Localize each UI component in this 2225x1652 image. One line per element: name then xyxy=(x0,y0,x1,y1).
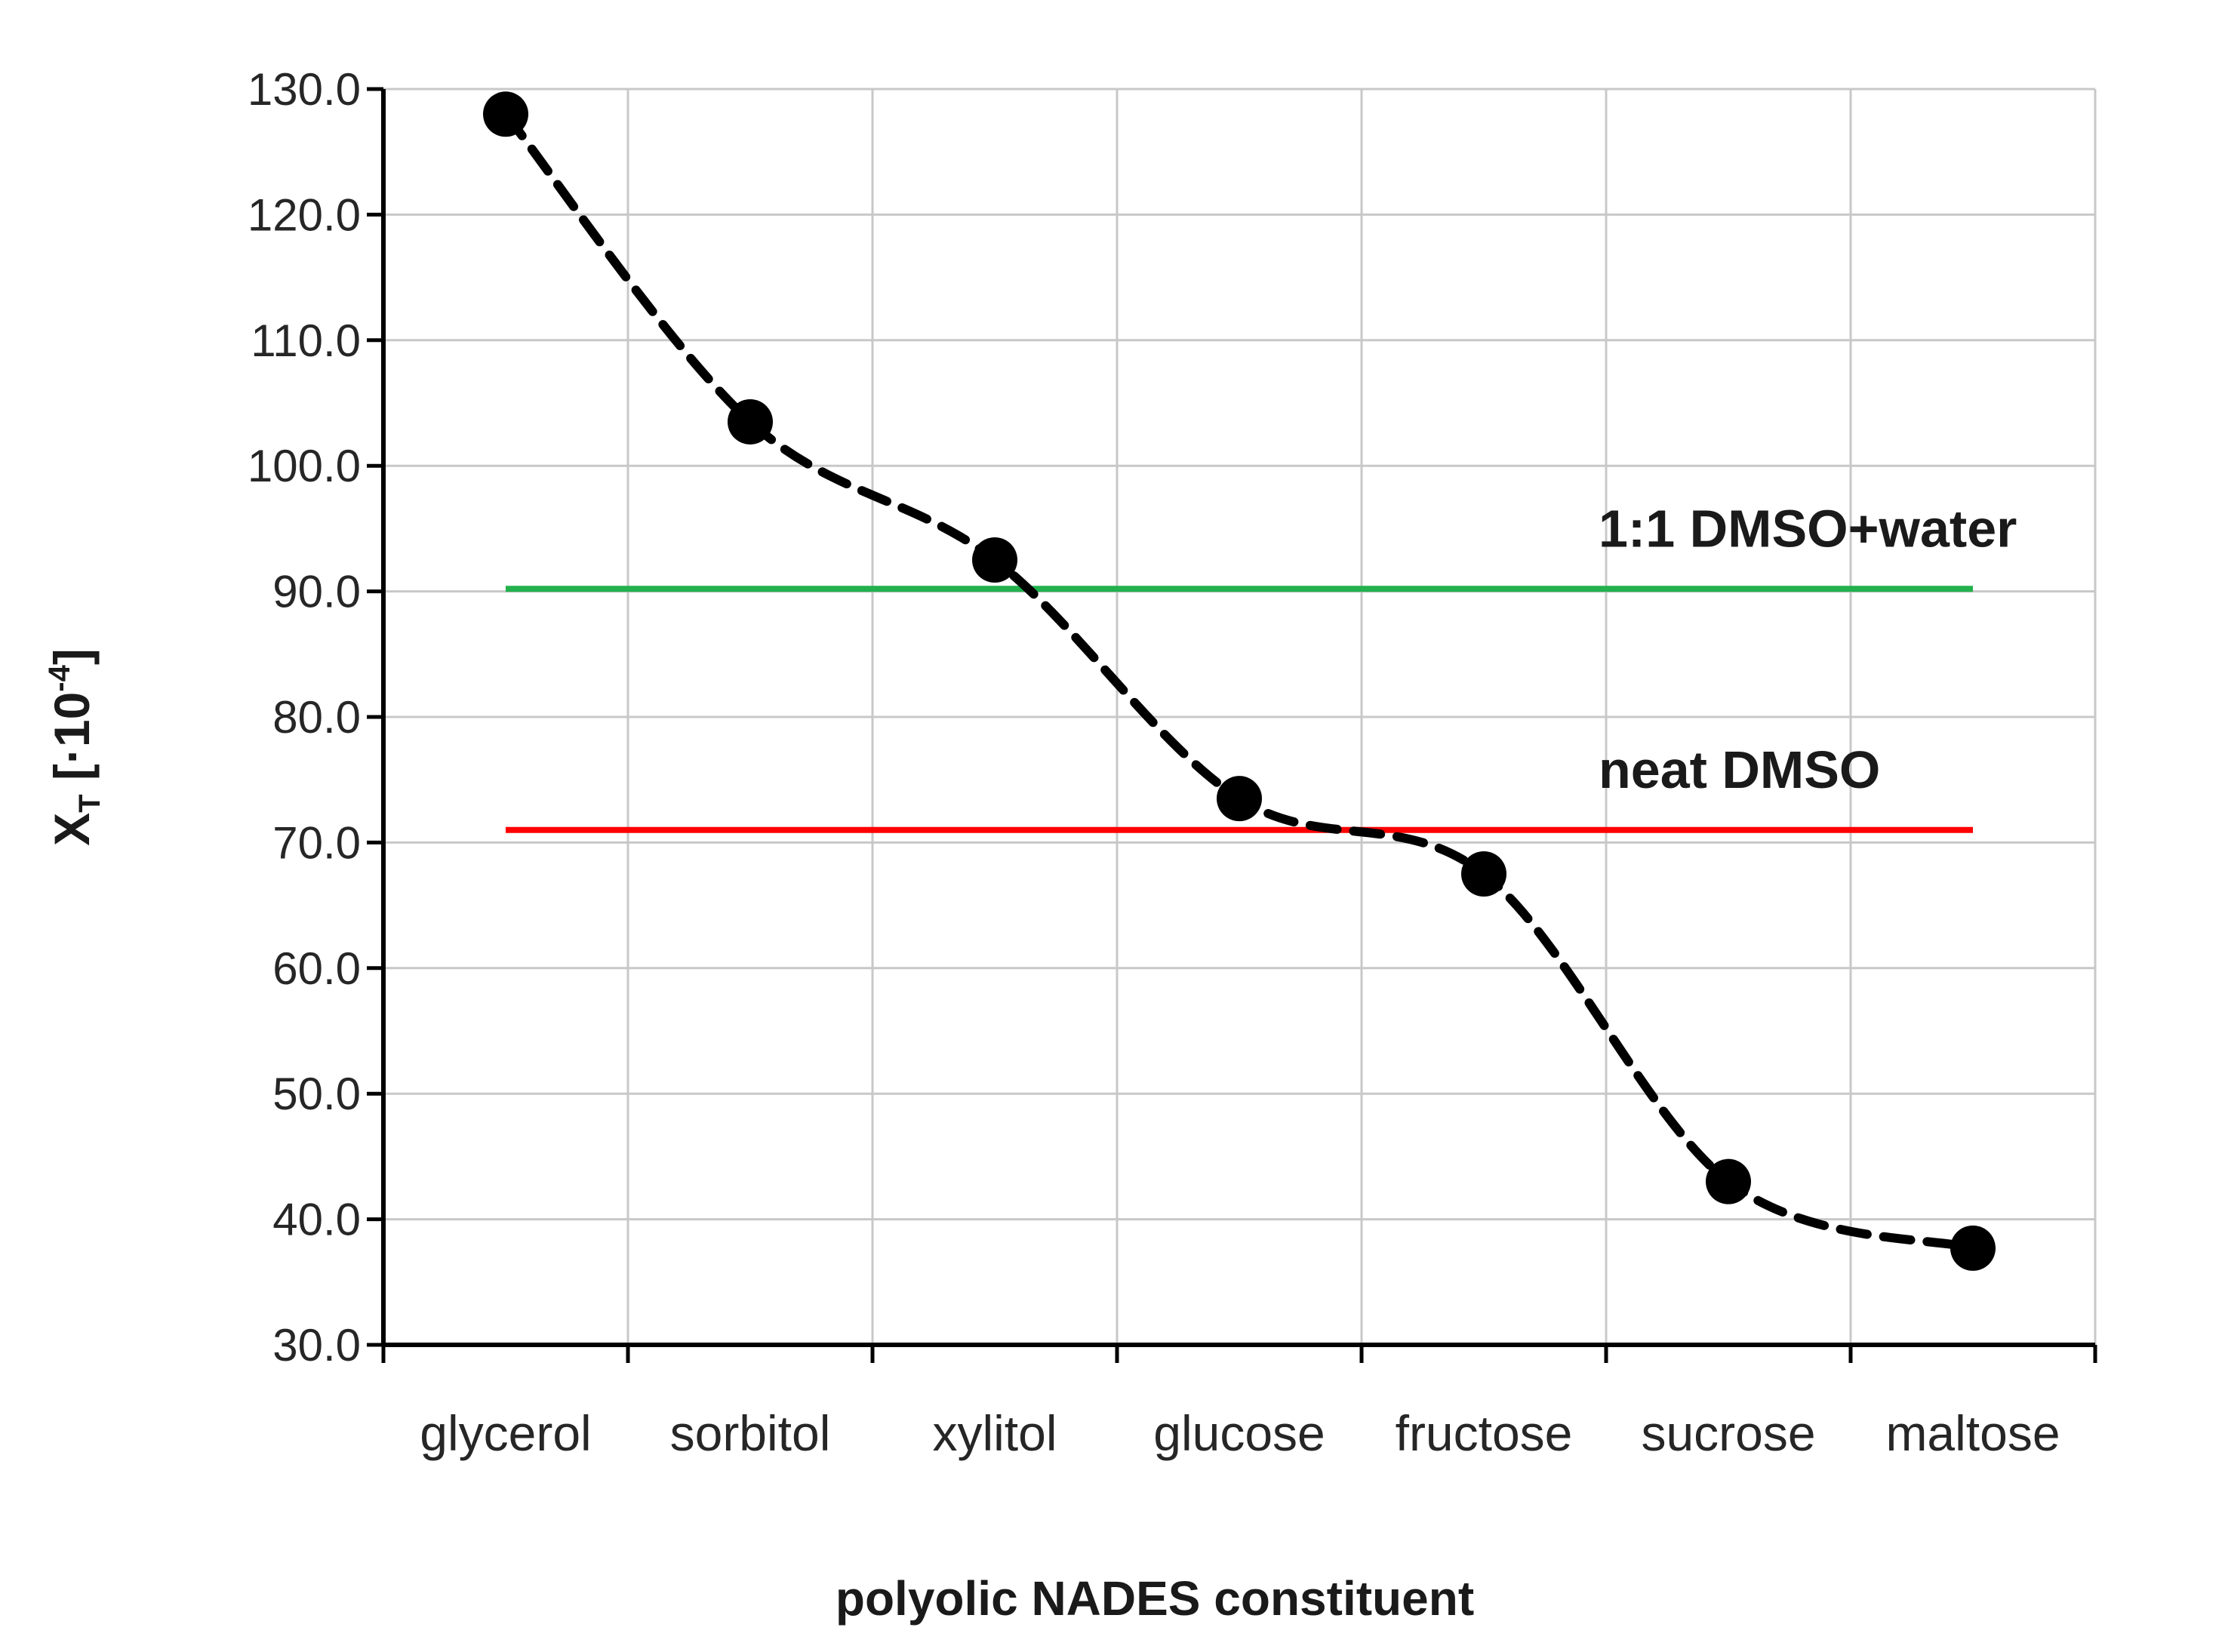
y-tick-label: 70.0 xyxy=(272,817,361,868)
y-axis-title-sup: -4 xyxy=(43,664,76,691)
data-point xyxy=(1217,776,1262,822)
x-tick-label: xylitol xyxy=(932,1405,1057,1461)
y-tick-label: 80.0 xyxy=(272,692,361,743)
x-tick-label: glycerol xyxy=(420,1405,591,1461)
data-point xyxy=(972,537,1017,583)
x-tick-label: glucose xyxy=(1153,1405,1325,1461)
y-tick-label: 40.0 xyxy=(272,1195,361,1245)
series-line xyxy=(501,109,1977,1253)
x-tick-label: fructose xyxy=(1396,1405,1573,1461)
data-series xyxy=(483,91,1996,1271)
reference-line-label: 1:1 DMSO+water xyxy=(1599,499,2017,558)
data-point xyxy=(728,398,773,445)
grid-lines xyxy=(383,88,2097,1345)
y-tick-label: 30.0 xyxy=(272,1320,361,1371)
y-tick-label: 60.0 xyxy=(272,943,361,994)
data-point xyxy=(483,91,528,137)
x-ticks: glycerol sorbitol xylitol glucose fructose su… xyxy=(381,1345,2097,1461)
y-axis-title-main: X xyxy=(44,813,100,846)
y-axis-title: XT [·10-4] xyxy=(43,648,106,846)
data-point xyxy=(1950,1225,1996,1271)
data-point xyxy=(1706,1158,1751,1204)
x-tick-label: sorbitol xyxy=(670,1405,831,1461)
y-axis-title-sub: T xyxy=(73,794,106,812)
x-axis-title: polyolic NADES constituent xyxy=(836,1571,1474,1626)
reference-lines: 1:1 DMSO+water neat DMSO xyxy=(506,499,2017,833)
y-tick-label: 50.0 xyxy=(272,1069,361,1119)
y-tick-label: 120.0 xyxy=(248,189,361,240)
x-tick-label: sucrose xyxy=(1641,1405,1815,1461)
y-ticks: 30.0 40.0 50.0 60.0 70.0 80.0 90.0 100.0 110.0 12… xyxy=(248,64,383,1371)
data-point xyxy=(1461,851,1506,897)
y-tick-label: 100.0 xyxy=(248,441,361,491)
y-tick-label: 90.0 xyxy=(272,567,361,617)
y-tick-label: 130.0 xyxy=(248,64,361,115)
y-tick-label: 110.0 xyxy=(251,315,361,366)
y-axis-title-prefix: [·10 xyxy=(44,692,100,795)
y-axis-title-suffix: ] xyxy=(44,648,100,665)
x-tick-label: maltose xyxy=(1885,1405,2060,1461)
reference-line-label: neat DMSO xyxy=(1599,740,1880,799)
